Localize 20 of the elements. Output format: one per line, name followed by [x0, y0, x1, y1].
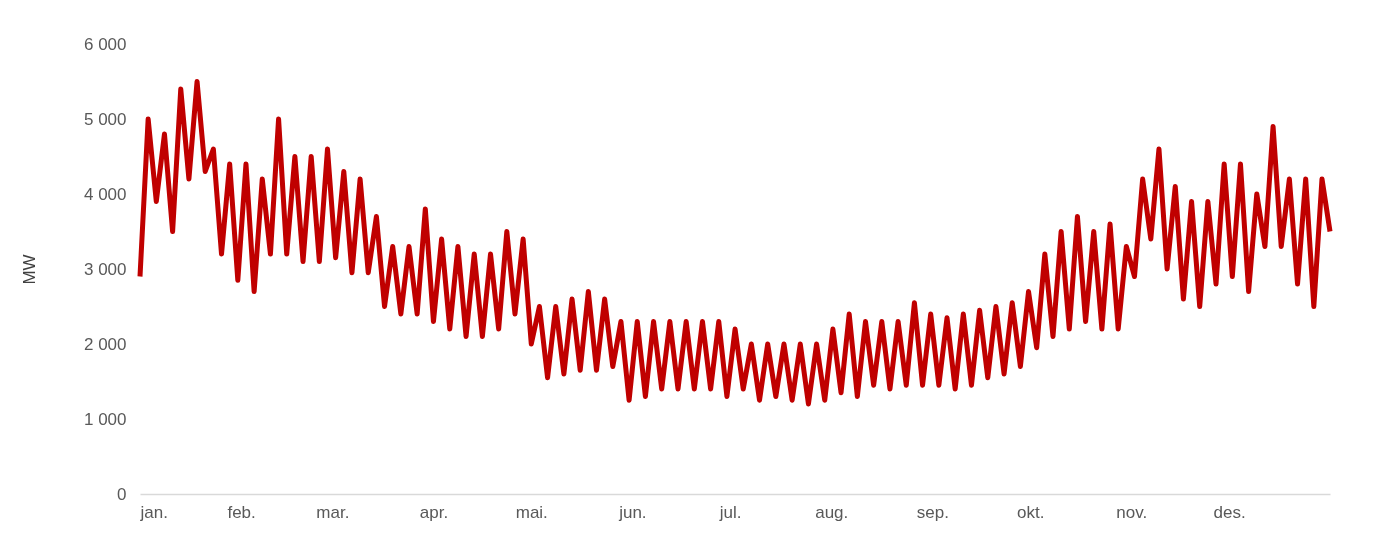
x-tick-label: jan.	[139, 502, 168, 522]
x-tick-label: mai.	[515, 502, 548, 522]
y-tick-label: 5 000	[83, 109, 127, 129]
y-tick-label: 4 000	[83, 184, 127, 204]
x-tick-label: jul.	[718, 502, 742, 522]
x-tick-label: des.	[1213, 502, 1246, 522]
y-tick-label: 0	[117, 484, 127, 504]
x-tick-label: jun.	[618, 502, 647, 522]
y-tick-label: 2 000	[83, 334, 127, 354]
y-axis-title: MW	[19, 254, 39, 285]
x-tick-label: feb.	[227, 502, 256, 522]
x-tick-label: mar.	[316, 502, 350, 522]
y-tick-label: 1 000	[83, 409, 127, 429]
y-tick-label: 3 000	[83, 259, 127, 279]
y-tick-label: 6 000	[83, 34, 127, 54]
x-tick-label: nov.	[1116, 502, 1148, 522]
x-tick-label: sep.	[916, 502, 949, 522]
x-tick-label: apr.	[419, 502, 449, 522]
x-tick-label: okt.	[1016, 502, 1045, 522]
x-tick-label: aug.	[815, 502, 849, 522]
